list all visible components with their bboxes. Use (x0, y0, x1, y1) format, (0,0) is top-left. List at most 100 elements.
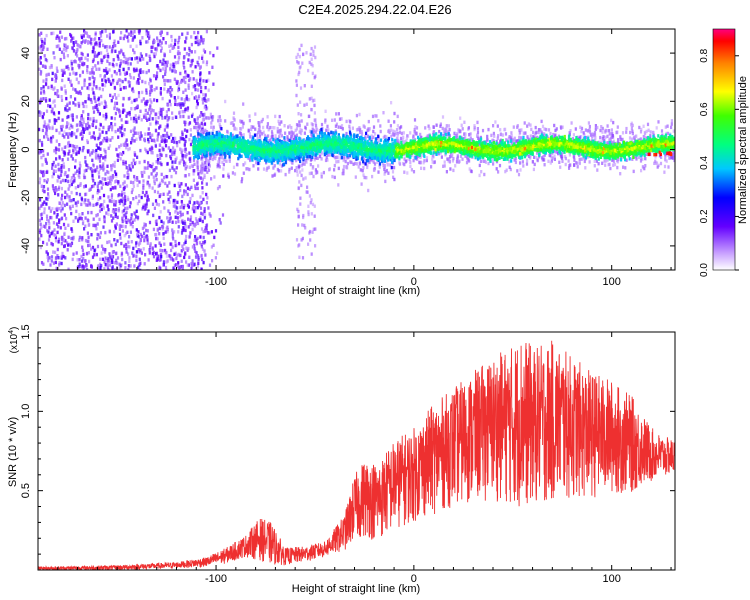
spectrogram-cell (183, 100, 186, 104)
spectrogram-cell (90, 265, 93, 269)
spectrogram-cell (93, 135, 96, 139)
spectrogram-cell (102, 156, 105, 160)
spectrogram-cell (156, 64, 159, 68)
spectrogram-cell (90, 135, 93, 140)
spectrogram-cell (586, 155, 589, 159)
spectrogram-cell (334, 124, 337, 128)
spectrogram-cell (108, 36, 111, 40)
spectrogram-cell (181, 103, 185, 107)
spectrogram-cell (402, 161, 405, 166)
spectrogram-cell (193, 268, 196, 270)
spectrogram-cell (311, 202, 315, 207)
spectrogram-cell (57, 148, 61, 152)
spectrogram-cell (616, 160, 619, 164)
spectrogram-cell (180, 97, 183, 101)
spectrogram-cell (385, 135, 388, 139)
spectrogram-cell (177, 265, 180, 269)
spectrogram-cell (53, 121, 56, 125)
spectrogram-cell (119, 266, 122, 270)
spectrogram-cell (56, 69, 59, 73)
spectrogram-cell (447, 159, 450, 163)
spectrogram-cell (95, 168, 98, 172)
spectrogram-cell (667, 165, 670, 169)
spectrogram-cell (159, 252, 163, 257)
spectrogram-cell (64, 170, 67, 175)
spectrogram-cell (672, 129, 675, 133)
spectrogram-cell (366, 165, 369, 170)
spectrogram-cell (86, 218, 89, 222)
spectrogram-cell (137, 78, 140, 82)
spectrogram-cell (84, 31, 87, 35)
spectrogram-cell (308, 194, 311, 198)
spectrogram-cell (169, 90, 172, 94)
spectrogram-cell (92, 217, 95, 221)
spectrogram-cell (390, 128, 393, 132)
spectrogram-cell (106, 59, 109, 63)
spectrogram-cell (322, 170, 325, 175)
spectrogram-cell (186, 263, 189, 267)
spectrogram-cell (61, 178, 64, 183)
spectrogram-cell (84, 238, 88, 243)
spectrogram-cell (146, 118, 149, 122)
spectrogram-cell (77, 91, 80, 95)
spectrogram-cell (508, 139, 511, 144)
spectrogram-cell (174, 239, 177, 244)
spectrogram-cell (290, 166, 293, 170)
spectrogram-cell (114, 261, 117, 265)
spectrogram-cell (203, 97, 206, 101)
spectrogram-cell (107, 267, 110, 270)
spectrogram-cell (193, 247, 196, 251)
spectrogram-cell (47, 137, 50, 141)
spectrogram-cell (161, 139, 164, 143)
spectrogram-cell (147, 127, 150, 131)
spectrogram-cell (245, 167, 248, 171)
spectrogram-cell (102, 68, 106, 73)
spectrogram-cell (149, 85, 152, 89)
spectrogram-cell (145, 32, 148, 36)
spectrogram-cell (573, 163, 576, 167)
spectrogram-cell (56, 34, 59, 38)
spectrogram-cell (99, 34, 103, 38)
spectrogram-cell (183, 120, 186, 124)
spectrogram-cell (70, 59, 73, 64)
spectrogram-cell (177, 230, 180, 234)
spectrogram-cell (127, 39, 130, 43)
spectrogram-cell (87, 223, 90, 227)
spectrogram-cell (169, 156, 173, 161)
spectrogram-cell (128, 220, 131, 224)
spectrogram-cell (61, 201, 64, 205)
spectrogram-cell (129, 129, 133, 133)
spectrogram-cell (87, 200, 90, 205)
spectrogram-cell (52, 111, 55, 115)
spectrogram-cell (396, 138, 399, 143)
spectrogram-cell (39, 97, 42, 101)
spectrogram-cell (166, 175, 169, 179)
spectrogram-cell (541, 158, 544, 162)
spectrogram-cell (77, 173, 80, 178)
spectrogram-cell (43, 54, 46, 58)
spectrogram-cell (114, 214, 117, 218)
spectrogram-cell (519, 168, 522, 172)
spectrogram-cell (58, 185, 61, 190)
spectrogram-cell (162, 200, 165, 204)
spectrogram-cell (186, 106, 190, 110)
spectrogram-cell (286, 137, 289, 142)
spectrogram-cell (180, 150, 183, 154)
spectrogram-cell (189, 159, 192, 163)
spectrogram-cell (83, 259, 86, 264)
spectrogram-cell (83, 185, 86, 189)
spectrogram-cell (588, 130, 592, 134)
spectrogram-cell (593, 159, 596, 163)
spectrogram-cell (409, 131, 412, 135)
spectrogram-cell (167, 209, 170, 213)
spectrogram-cell (101, 87, 104, 92)
spectrogram-cell (142, 186, 145, 190)
spectrogram-cell (560, 149, 563, 153)
spectrogram-cell (131, 165, 134, 169)
spectrogram-cell (125, 71, 128, 76)
spectrogram-cell (477, 136, 480, 140)
spectrogram-cell (152, 250, 156, 255)
spectrogram-cell (89, 166, 92, 171)
spectrogram-cell (42, 170, 45, 174)
spectrogram-cell (660, 155, 663, 159)
